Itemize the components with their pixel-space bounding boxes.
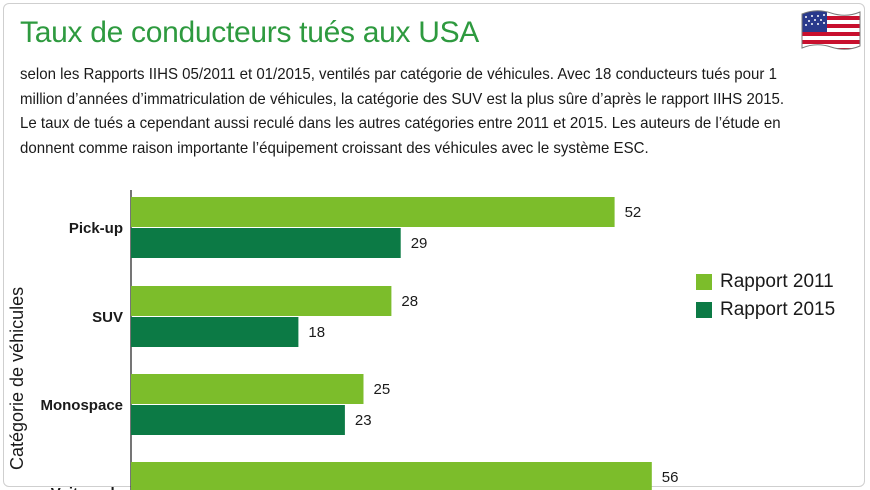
- us-flag-icon: [801, 10, 861, 50]
- bar-value-label: 28: [401, 293, 418, 310]
- bar: [131, 197, 615, 227]
- legend-label-2015: Rapport 2015: [720, 299, 836, 320]
- bar-value-label: 25: [374, 381, 391, 398]
- category-label: Pick-up: [69, 220, 123, 237]
- bar: [131, 286, 392, 316]
- bar-value-label: 23: [355, 412, 372, 429]
- bar: [131, 462, 652, 490]
- y-axis-label: Catégorie de véhicules: [7, 286, 27, 470]
- bar-value-label: 29: [411, 235, 428, 252]
- category-label: Monospace: [40, 397, 123, 414]
- legend-swatch-2011: [696, 274, 712, 290]
- category-label: Voiture de: [51, 485, 123, 490]
- bar-value-label: 56: [662, 469, 679, 486]
- chart-description: selon les Rapports IIHS 05/2011 et 01/20…: [20, 66, 785, 157]
- legend: Rapport 2011 Rapport 2015: [696, 268, 835, 324]
- bar: [131, 405, 345, 435]
- bar: [131, 374, 364, 404]
- category-label: SUV: [92, 309, 123, 326]
- bar-value-label: 52: [625, 204, 642, 221]
- bar-value-label: 18: [308, 324, 325, 341]
- legend-item-2011: Rapport 2011: [696, 268, 835, 296]
- legend-item-2015: Rapport 2015: [696, 296, 835, 324]
- legend-swatch-2015: [696, 302, 712, 318]
- bar: [131, 317, 299, 347]
- chart-title: Taux de conducteurs tués aux USA: [20, 16, 480, 49]
- legend-label-2011: Rapport 2011: [720, 271, 834, 292]
- bar: [131, 228, 401, 258]
